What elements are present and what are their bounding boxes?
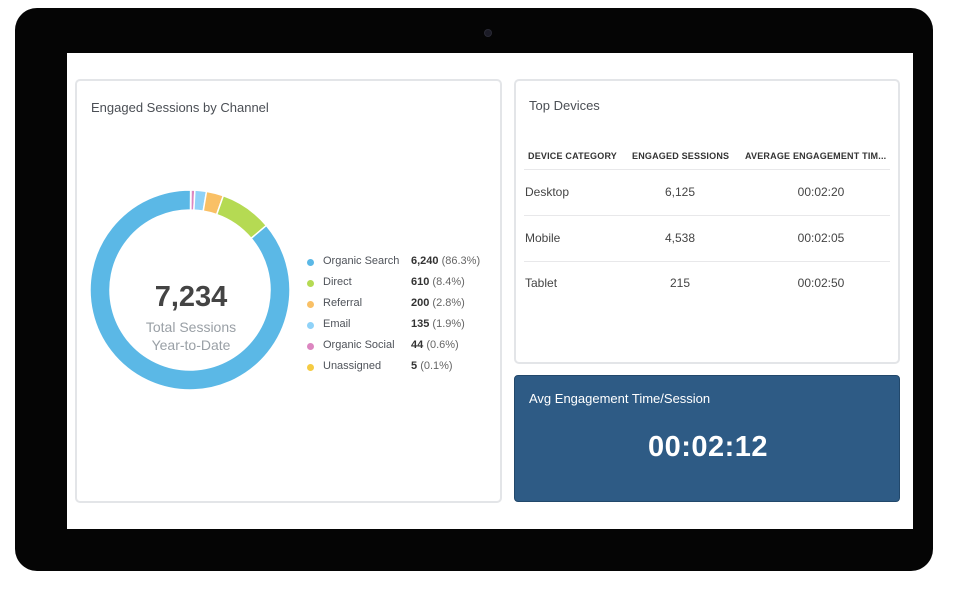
table-cell-sessions: 215 [669, 276, 691, 290]
legend-percent: (2.8%) [432, 297, 465, 309]
legend-label: Unassigned [323, 360, 382, 372]
legend-swatch [307, 343, 314, 350]
column-header-device-category[interactable]: DEVICE CATEGORY [528, 151, 618, 161]
legend-item[interactable]: Organic Social 44 (0.6%) [305, 339, 495, 360]
column-header-engaged-sessions[interactable]: ENGAGED SESSIONS [632, 151, 730, 161]
legend-value: 135 [411, 318, 430, 330]
table-cell-category: Tablet [525, 276, 558, 290]
legend-swatch [307, 322, 314, 329]
donut-chart [89, 189, 291, 391]
chart-legend: Organic Search 6,240 (86.3%) Direct 610 … [305, 255, 495, 381]
top-devices-card: Top Devices DEVICE CATEGORY ENGAGED SESS… [514, 79, 900, 364]
table-cell-category: Mobile [525, 231, 561, 245]
avg-engagement-title: Avg Engagement Time/Session [529, 391, 711, 406]
channels-card: Engaged Sessions by Channel 7,234 Total … [75, 79, 502, 503]
legend-percent: (86.3%) [441, 255, 481, 267]
legend-label: Organic Search [323, 255, 400, 267]
table-cell-time: 00:02:20 [797, 185, 845, 199]
legend-item[interactable]: Direct 610 (8.4%) [305, 276, 495, 297]
row-divider [524, 215, 890, 216]
legend-item[interactable]: Email 135 (1.9%) [305, 318, 495, 339]
channels-card-title: Engaged Sessions by Channel [91, 100, 269, 115]
camera-icon [485, 30, 491, 36]
legend-label: Organic Social [323, 339, 395, 351]
table-cell-time: 00:02:05 [797, 231, 845, 245]
legend-value: 610 [411, 276, 430, 288]
legend-label: Email [323, 318, 351, 330]
dashboard-screen: Engaged Sessions by Channel 7,234 Total … [67, 53, 913, 529]
top-devices-title: Top Devices [529, 98, 600, 113]
tablet-frame: Engaged Sessions by Channel 7,234 Total … [15, 8, 933, 571]
avg-engagement-value: 00:02:12 [647, 431, 769, 463]
legend-swatch [307, 364, 314, 371]
total-sessions-period: Year-to-Date [151, 337, 231, 353]
table-cell-sessions: 6,125 [664, 185, 696, 199]
legend-label: Direct [323, 276, 352, 288]
table-cell-time: 00:02:50 [797, 276, 845, 290]
legend-value: 6,240 [411, 255, 439, 267]
total-sessions-value: 7,234 [154, 281, 228, 313]
legend-swatch [307, 280, 314, 287]
legend-label: Referral [323, 297, 363, 309]
legend-swatch [307, 259, 314, 266]
legend-swatch [307, 301, 314, 308]
column-header-average-engagement-time[interactable]: AVERAGE ENGAGEMENT TIM... [745, 151, 887, 161]
legend-percent: (0.1%) [420, 360, 453, 372]
legend-percent: (1.9%) [432, 318, 465, 330]
legend-value: 200 [411, 297, 430, 309]
legend-value: 5 [411, 360, 418, 372]
legend-item[interactable]: Unassigned 5 (0.1%) [305, 360, 495, 381]
legend-value: 44 [411, 339, 424, 351]
row-divider [524, 261, 890, 262]
donut-slice-organic-search[interactable] [89, 189, 291, 391]
legend-percent: (0.6%) [426, 339, 459, 351]
legend-item[interactable]: Organic Search 6,240 (86.3%) [305, 255, 495, 276]
table-cell-category: Desktop [525, 185, 570, 199]
table-cell-sessions: 4,538 [664, 231, 696, 245]
total-sessions-label: Total Sessions [145, 319, 237, 335]
legend-item[interactable]: Referral 200 (2.8%) [305, 297, 495, 318]
row-divider [524, 169, 890, 170]
legend-percent: (8.4%) [432, 276, 465, 288]
avg-engagement-card: Avg Engagement Time/Session 00:02:12 [514, 375, 900, 502]
